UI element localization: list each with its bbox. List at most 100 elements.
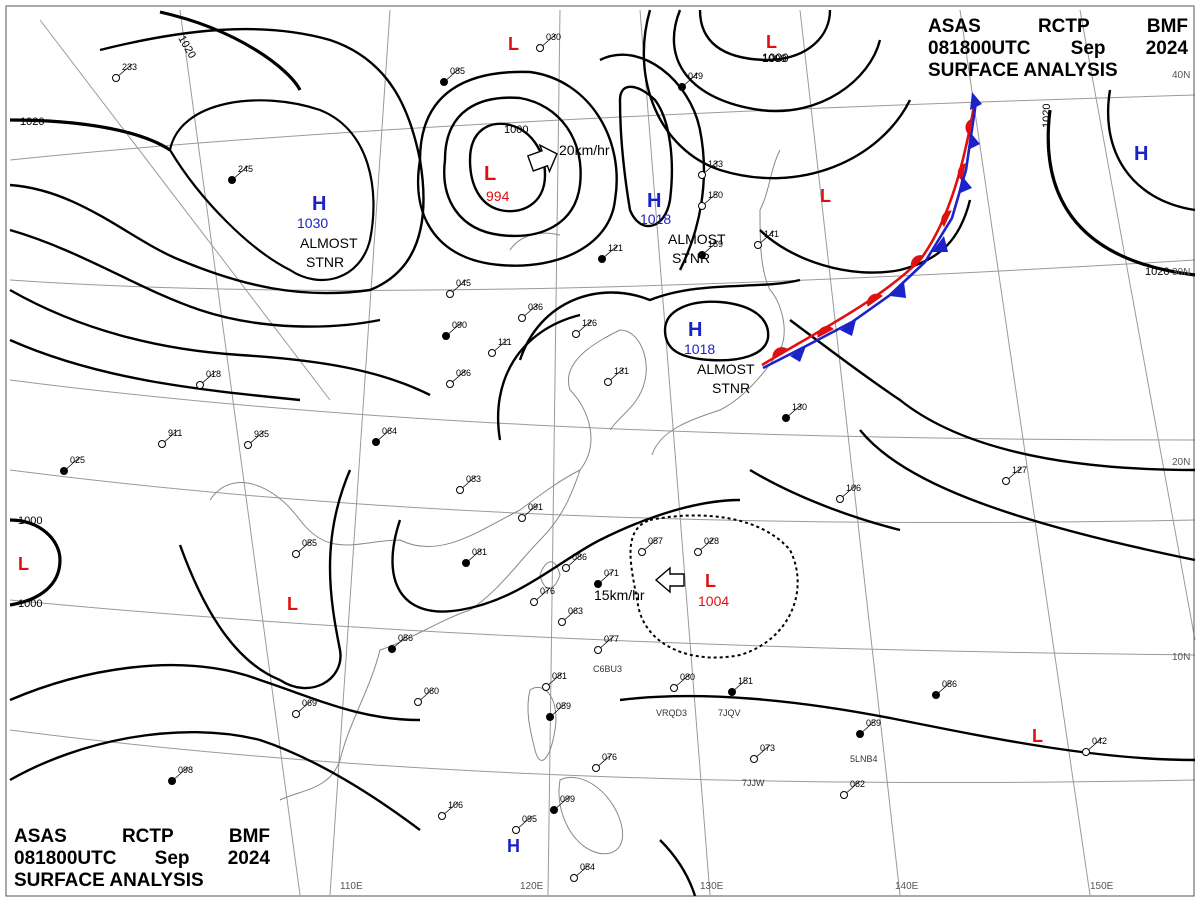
station-plot: 081	[542, 671, 567, 691]
station-pressure: 055	[302, 538, 317, 548]
station-circle-icon	[572, 330, 580, 338]
isobars	[9, 9, 1196, 897]
station-plot: 126	[572, 318, 597, 338]
station-circle-icon	[536, 44, 544, 52]
tropical-disturbance-isobar	[629, 514, 799, 659]
header-year: 2024	[1145, 38, 1188, 59]
high-center-letter: H	[507, 836, 520, 856]
station-plot: 076	[530, 586, 555, 606]
low-center-letter: L	[484, 163, 496, 185]
station-circle-icon	[292, 550, 300, 558]
station-pressure: 111	[498, 337, 512, 347]
station-pressure: 091	[528, 502, 543, 512]
ship-callsign: VRQD3	[656, 708, 687, 718]
lon-label: 110E	[340, 881, 363, 892]
station-plot: 069	[292, 698, 317, 718]
warm-front-pip	[957, 163, 966, 181]
station-circle-icon	[244, 441, 252, 449]
station-circle-icon	[446, 290, 454, 298]
center-status-line2: STNR	[306, 254, 344, 270]
station-circle-icon	[438, 812, 446, 820]
center-status: ALMOST STNR	[697, 361, 758, 396]
station-pressure: 059	[556, 701, 571, 711]
station-pressure: 098	[178, 765, 193, 775]
station-pressure: 054	[580, 862, 595, 872]
isobar-label: 1020	[20, 116, 44, 128]
station-circle-icon	[1082, 748, 1090, 756]
cold-front-pip	[790, 346, 806, 362]
isobar-label: 1000	[18, 515, 42, 527]
station-circle-icon	[840, 791, 848, 799]
station-plot: 057	[638, 536, 663, 556]
station-circle-icon	[488, 349, 496, 357]
station-plot: 133	[698, 159, 723, 179]
station-circle-icon	[782, 414, 790, 422]
station-pressure: 069	[302, 698, 317, 708]
station-plot: 059	[856, 718, 881, 738]
isobar-label: 1000	[504, 124, 528, 136]
station-plot: 076	[592, 752, 617, 772]
station-plot: 099	[550, 794, 575, 814]
station-circle-icon	[228, 176, 236, 184]
station-plot: 073	[750, 743, 775, 763]
station-circle-icon	[1002, 477, 1010, 485]
station-circle-icon	[598, 255, 606, 263]
header-station: RCTP	[121, 826, 174, 847]
high-center-value: 1030	[297, 215, 328, 231]
station-pressure: 086	[572, 552, 587, 562]
station-circle-icon	[698, 251, 706, 259]
station-circle-icon	[112, 74, 120, 82]
station-pressure: 071	[604, 568, 619, 578]
station-circle-icon	[388, 645, 396, 653]
warm-front-pip	[941, 210, 952, 227]
station-plot: 245	[228, 164, 253, 184]
cold-front-pip	[958, 176, 972, 194]
station-plot: 086	[446, 368, 471, 388]
station-pressure: 025	[70, 455, 85, 465]
station-plot: 042	[1082, 736, 1107, 756]
lon-label: 130E	[700, 881, 724, 892]
station-plot: 141	[754, 229, 779, 249]
station-pressure: 245	[238, 164, 253, 174]
ship-callsign: 5LNB4	[850, 754, 878, 764]
header-line-2: 081800UTC Sep 2024	[14, 848, 270, 870]
header-line-2: 081800UTC Sep 2024	[928, 38, 1188, 60]
warm-front-pip	[772, 347, 789, 359]
isobar-label: 1020	[175, 34, 198, 61]
header-line-1: ASAS RCTP BMF	[14, 826, 270, 848]
motion-speed: 20km/hr	[559, 142, 610, 158]
lat-label: 40N	[1172, 70, 1190, 81]
cold-front-pip	[840, 320, 856, 336]
station-circle-icon	[462, 559, 470, 567]
header-title: SURFACE ANALYSIS	[14, 870, 204, 891]
station-plot: 111	[488, 337, 512, 357]
station-plot: 127	[1002, 465, 1027, 485]
station-pressure: 064	[382, 426, 397, 436]
station-circle-icon	[518, 514, 526, 522]
station-pressure: 063	[568, 606, 583, 616]
station-pressure: 077	[604, 634, 619, 644]
station-pressure: 086	[456, 368, 471, 378]
station-plot: 062	[840, 779, 865, 799]
station-plot: 064	[372, 426, 397, 446]
station-plot: 071	[594, 568, 619, 588]
station-circle-icon	[440, 78, 448, 86]
station-pressure: 126	[582, 318, 597, 328]
lat-label: 10N	[1172, 652, 1190, 663]
station-pressure: 083	[466, 474, 481, 484]
center-status: ALMOST STNR	[668, 231, 729, 266]
station-plot: 131	[604, 366, 629, 386]
station-pressure: 151	[738, 676, 753, 686]
station-pressure: 030	[546, 32, 561, 42]
lon-label: 140E	[895, 881, 919, 892]
high-center-letter: H	[688, 319, 702, 341]
header-source: ASAS	[14, 826, 67, 847]
cold-front-pip	[932, 236, 948, 252]
low-center-letter: L	[705, 571, 716, 591]
station-pressure: 133	[708, 159, 723, 169]
station-circle-icon	[456, 486, 464, 494]
ship-callsign: C6BU3	[593, 664, 622, 674]
station-pressure: 090	[452, 320, 467, 330]
map-frame	[5, 5, 1195, 897]
station-plot: 018	[196, 369, 221, 389]
